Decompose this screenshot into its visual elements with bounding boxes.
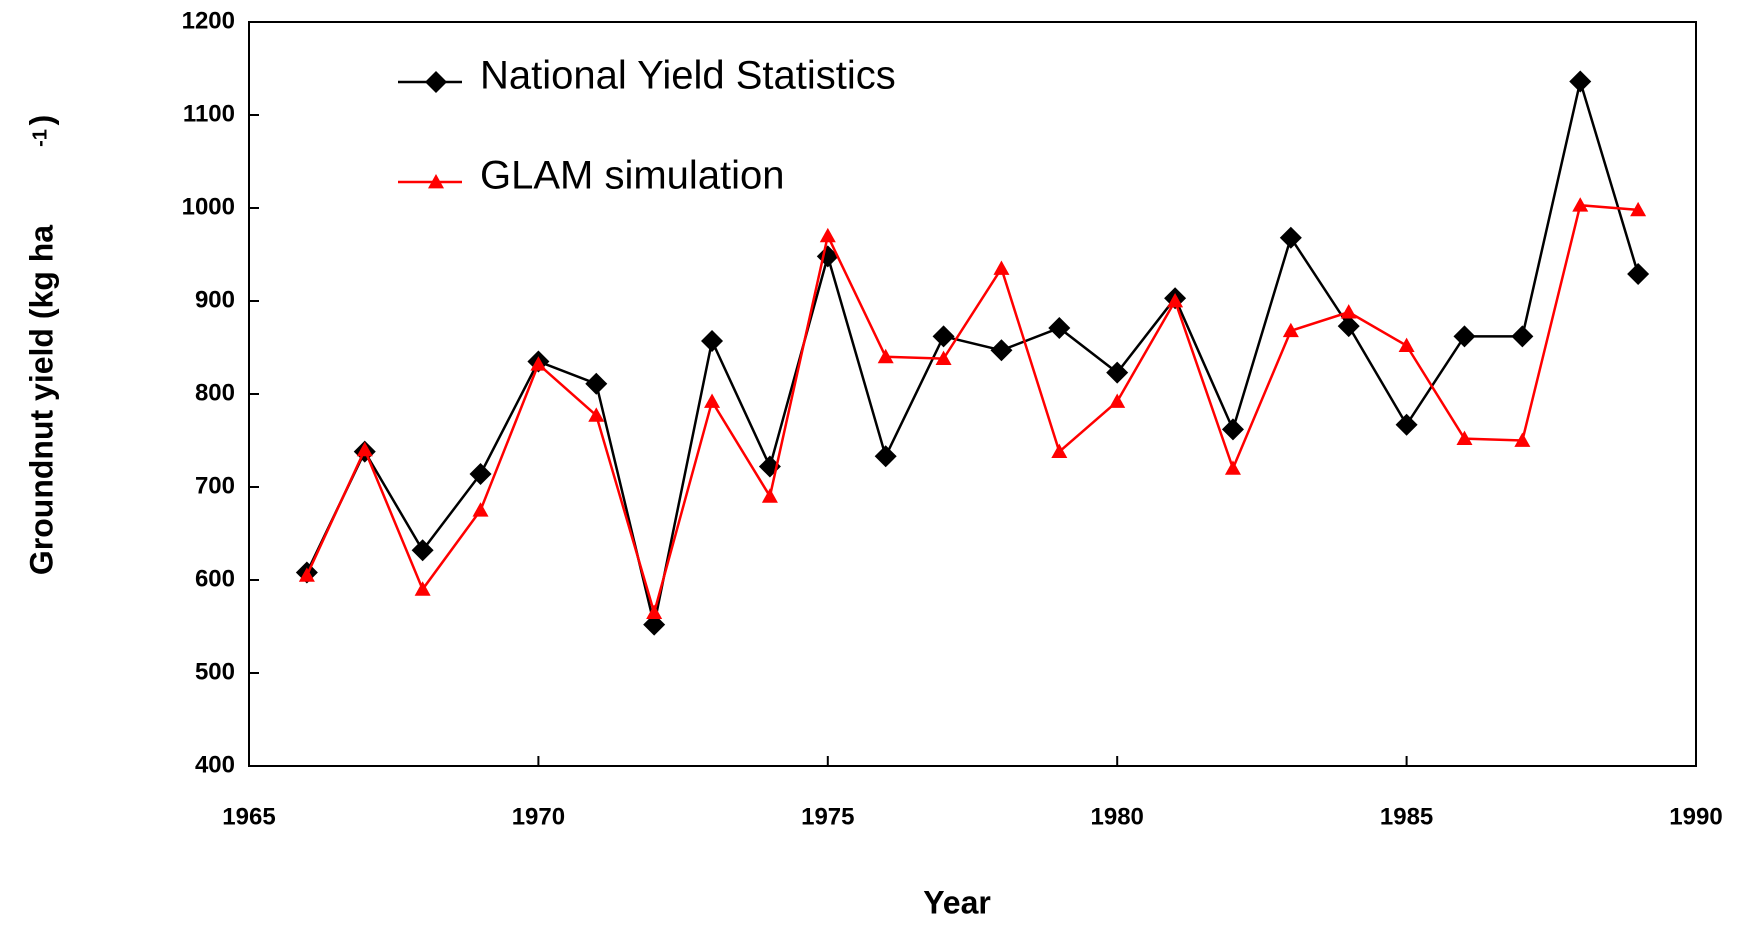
data-point bbox=[1569, 70, 1592, 93]
data-point bbox=[1627, 263, 1650, 286]
x-tick-label: 1975 bbox=[801, 803, 854, 830]
data-point bbox=[1106, 361, 1129, 384]
plot-frame bbox=[248, 21, 1697, 767]
data-point bbox=[585, 372, 608, 395]
data-point bbox=[704, 393, 721, 408]
data-point bbox=[1109, 393, 1126, 408]
data-point bbox=[1167, 293, 1184, 308]
data-point bbox=[1456, 430, 1473, 446]
x-tick-label: 1990 bbox=[1669, 803, 1722, 830]
data-point bbox=[1395, 413, 1418, 436]
data-point bbox=[1514, 432, 1531, 447]
data-point bbox=[993, 260, 1010, 275]
y-tick-label: 1000 bbox=[182, 193, 235, 220]
data-point bbox=[1282, 322, 1299, 338]
y-tick-label: 1200 bbox=[182, 7, 235, 34]
data-point bbox=[1279, 226, 1302, 249]
data-point bbox=[1224, 460, 1241, 475]
data-point bbox=[356, 441, 373, 457]
y-axis-label-group: Groundnut yield (kg ha ) -1 bbox=[23, 115, 59, 575]
data-point bbox=[469, 462, 492, 485]
y-axis-label: Groundnut yield (kg ha bbox=[23, 225, 59, 575]
data-point bbox=[643, 613, 666, 636]
y-tick-label: 700 bbox=[195, 472, 235, 499]
data-point bbox=[701, 329, 724, 352]
legend-marker bbox=[425, 71, 447, 93]
y-axis-label-end: ) bbox=[23, 115, 59, 126]
data-point bbox=[1630, 201, 1647, 217]
data-point bbox=[1340, 304, 1357, 319]
legend-label: National Yield Statistics bbox=[480, 54, 896, 98]
data-point bbox=[877, 348, 894, 364]
data-point bbox=[1572, 197, 1589, 212]
x-tick-label: 1980 bbox=[1091, 803, 1144, 830]
data-point bbox=[530, 356, 547, 371]
y-tick-label: 800 bbox=[195, 379, 235, 406]
data-point bbox=[1048, 316, 1071, 339]
legend-marker bbox=[428, 174, 444, 189]
data-point bbox=[588, 407, 605, 422]
data-point bbox=[935, 350, 952, 366]
data-point bbox=[1337, 315, 1360, 338]
data-point bbox=[1511, 325, 1534, 348]
x-axis-label: Year bbox=[923, 884, 991, 920]
data-point bbox=[298, 567, 315, 582]
data-point bbox=[1051, 443, 1068, 459]
y-tick-label: 500 bbox=[195, 658, 235, 685]
y-tick-label: 900 bbox=[195, 286, 235, 313]
x-tick-label: 1985 bbox=[1380, 803, 1433, 830]
y-tick-label: 400 bbox=[195, 751, 235, 778]
data-point bbox=[414, 581, 431, 596]
data-point bbox=[819, 227, 836, 243]
x-tick-label: 1965 bbox=[222, 803, 275, 830]
data-point bbox=[990, 339, 1013, 362]
data-point bbox=[816, 245, 839, 268]
data-point bbox=[411, 539, 434, 562]
y-tick-label: 1100 bbox=[183, 100, 235, 127]
series-line bbox=[305, 203, 1639, 618]
data-point bbox=[1221, 418, 1244, 441]
data-point bbox=[761, 488, 778, 503]
data-point bbox=[472, 502, 489, 517]
y-axis-label-sup: -1 bbox=[29, 129, 51, 147]
data-point bbox=[932, 325, 955, 348]
data-point bbox=[646, 604, 663, 619]
data-point bbox=[874, 445, 897, 468]
y-tick-label: 600 bbox=[195, 565, 235, 592]
x-tick-label: 1970 bbox=[512, 803, 565, 830]
series-line bbox=[305, 76, 1640, 625]
data-point bbox=[1453, 325, 1476, 348]
data-point bbox=[1398, 337, 1415, 353]
legend-label: GLAM simulation bbox=[480, 154, 785, 198]
